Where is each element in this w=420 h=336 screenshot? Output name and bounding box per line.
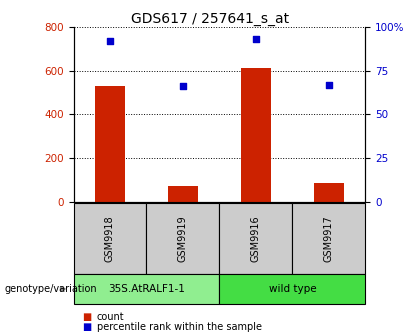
Text: ■: ■ (82, 322, 91, 332)
Bar (95, 86, 125, 202)
Text: GSM9919: GSM9919 (178, 215, 188, 262)
Text: GSM9916: GSM9916 (251, 215, 261, 262)
Text: wild type: wild type (269, 284, 316, 294)
Point (326, 82, 332, 87)
Point (180, 84, 186, 89)
Bar (168, 186, 197, 202)
Text: 35S.AtRALF1-1: 35S.AtRALF1-1 (108, 284, 185, 294)
Text: count: count (97, 312, 124, 322)
Text: ■: ■ (82, 312, 91, 322)
Bar (241, 69, 270, 202)
Text: GSM9918: GSM9918 (105, 215, 115, 262)
Text: GSM9917: GSM9917 (324, 215, 334, 262)
Text: percentile rank within the sample: percentile rank within the sample (97, 322, 262, 332)
Text: genotype/variation: genotype/variation (4, 284, 97, 294)
Point (252, 36, 259, 42)
Point (107, 38, 113, 44)
Bar (314, 183, 344, 202)
Text: GDS617 / 257641_s_at: GDS617 / 257641_s_at (131, 12, 289, 26)
